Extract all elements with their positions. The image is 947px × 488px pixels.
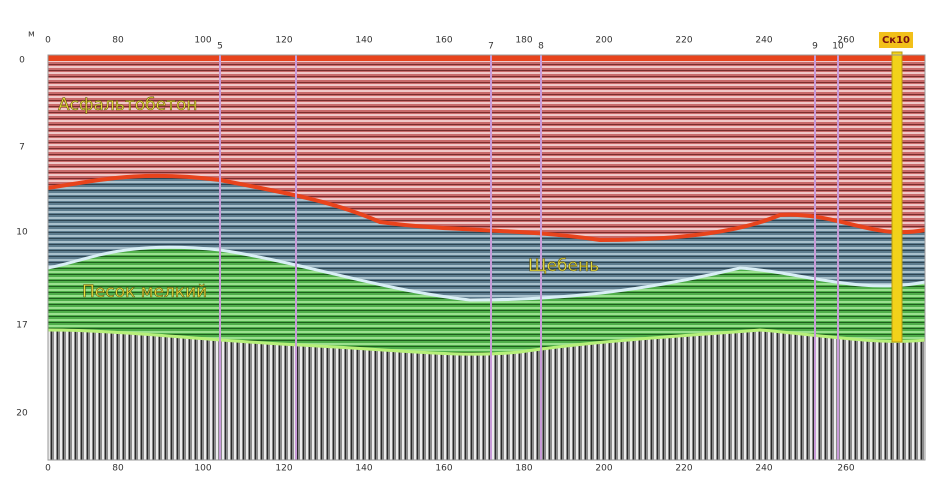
marker-label: 7 — [488, 42, 494, 52]
layer-label: Песок мелкий — [82, 282, 207, 302]
left-tick-label: 0 — [19, 56, 25, 66]
top-tick-label: 220 — [675, 36, 692, 46]
left-tick-label: 7 — [19, 143, 25, 153]
top-tick-label: 120 — [275, 36, 292, 46]
boundary-line — [47, 173, 926, 243]
top-tick-label: 0 — [45, 36, 51, 46]
top-tick-label: 260 — [837, 36, 854, 46]
bottom-tick-label: 100 — [194, 464, 211, 474]
bottom-tick-label: 120 — [275, 464, 292, 474]
bottom-tick-label: 260 — [837, 464, 854, 474]
marker-label: 10 — [832, 42, 844, 52]
well-bar — [891, 51, 903, 343]
top-tick-label: 80 — [112, 36, 124, 46]
image-area — [47, 51, 926, 461]
bottom-tick-label: 180 — [515, 464, 532, 474]
bottom-tick-label: 160 — [435, 464, 452, 474]
bottom-tick-label: 220 — [675, 464, 692, 474]
bottom-tick-label: 140 — [355, 464, 372, 474]
boundary-line — [47, 328, 926, 356]
bottom-tick-label: 0 — [45, 464, 51, 474]
layer-label: Асфальтобетон — [58, 95, 197, 115]
left-tick-label: 20 — [16, 409, 28, 419]
surface-line — [48, 55, 925, 61]
top-tick-label: 160 — [435, 36, 452, 46]
asphalt-layer — [48, 55, 925, 240]
marker-label: 5 — [217, 42, 223, 52]
axis-unit: м — [28, 30, 35, 40]
left-tick-label: 10 — [16, 228, 28, 238]
bottom-tick-label: 200 — [595, 464, 612, 474]
top-tick-label: 180 — [515, 36, 532, 46]
marker-lines — [219, 55, 839, 460]
frame — [47, 54, 926, 461]
bottom-tick-label: 240 — [755, 464, 772, 474]
boundary-line — [47, 245, 926, 302]
well-tag — [879, 32, 913, 48]
marker-label: 9 — [812, 42, 818, 52]
top-tick-label: 100 — [194, 36, 211, 46]
bottom-tick-label: 80 — [112, 464, 124, 474]
left-tick-label: 17 — [16, 321, 27, 331]
marker-label: 8 — [538, 42, 544, 52]
well-label: Ск10 — [882, 35, 910, 46]
layer-label: Щебень — [528, 256, 599, 276]
top-tick-label: 200 — [595, 36, 612, 46]
top-tick-label: 140 — [355, 36, 372, 46]
top-tick-label: 240 — [755, 36, 772, 46]
